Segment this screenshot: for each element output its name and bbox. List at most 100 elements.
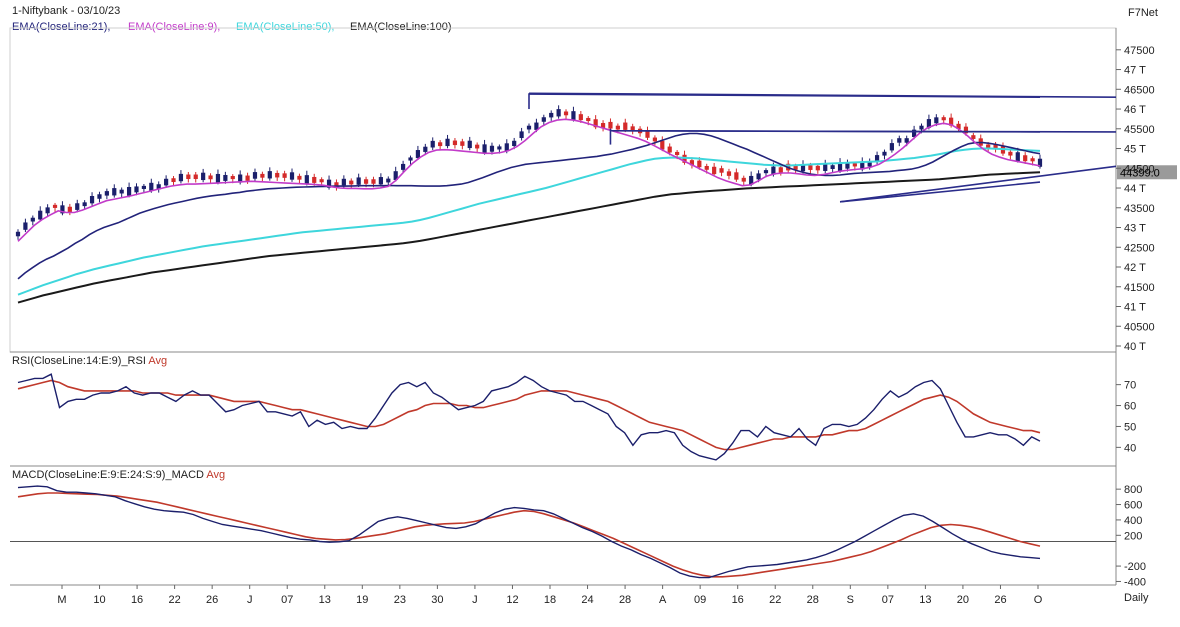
candle-body <box>897 138 902 143</box>
trendline <box>839 181 1041 203</box>
candle-body <box>238 174 243 183</box>
candle-body <box>326 179 332 188</box>
rsi-tick-label: 70 <box>1124 380 1136 392</box>
daily-label: Daily <box>1124 592 1149 604</box>
macd-title-avg: Avg <box>206 469 225 481</box>
candle-body <box>408 157 413 161</box>
candle-body <box>719 168 724 173</box>
candle-body <box>949 117 954 126</box>
candle-body <box>38 210 43 220</box>
candle-body <box>926 119 932 128</box>
candle-body <box>304 175 309 184</box>
candle-body <box>341 178 346 186</box>
x-tick-label: J <box>247 594 253 606</box>
ema9-line <box>17 118 1041 242</box>
candle-body <box>889 143 894 151</box>
brand-label: F7Net <box>1128 7 1158 19</box>
candle-body <box>645 130 650 138</box>
candle-body <box>482 144 487 154</box>
ema100-line <box>17 171 1041 304</box>
candle-body <box>504 143 509 152</box>
rsi-tick-label: 40 <box>1124 442 1136 454</box>
candle-body <box>652 137 657 142</box>
candle-body <box>823 163 828 171</box>
candle-body <box>793 165 798 170</box>
candle-body <box>808 165 813 170</box>
candle-body <box>223 174 228 181</box>
candle-body <box>874 155 880 162</box>
price-tick-label: 44500 <box>1124 163 1155 175</box>
x-tick-label: 20 <box>957 594 969 606</box>
legend-entry: EMA(CloseLine:21), <box>12 21 110 33</box>
candle-body <box>689 160 695 166</box>
candle-body <box>756 173 761 180</box>
price-tick-label: 46500 <box>1124 84 1155 96</box>
candle-body <box>919 125 924 130</box>
candle-body <box>445 138 450 147</box>
candle-body <box>104 191 109 196</box>
x-tick-label: 26 <box>994 594 1006 606</box>
candle-body <box>749 175 754 185</box>
candle-body <box>1008 151 1013 156</box>
candle-body <box>171 178 176 183</box>
chart-title: 1-Niftybank - 03/10/23 <box>12 5 120 17</box>
rsi-panel-content <box>17 373 1041 461</box>
macd-avg-line <box>17 492 1041 578</box>
candle-body <box>912 129 917 137</box>
last-price-badge <box>1117 165 1177 180</box>
candle-body <box>201 172 206 181</box>
legend-entry: EMA(CloseLine:9), <box>128 21 220 33</box>
last-price-label: 44399.0 <box>1120 167 1160 179</box>
candle-body <box>534 122 539 130</box>
candle-body <box>571 111 576 120</box>
candle-body <box>245 175 250 181</box>
candle-body <box>675 151 680 156</box>
candle-body <box>726 171 732 176</box>
candle-body <box>586 117 591 122</box>
candle-body <box>830 165 835 169</box>
x-tick-label: 07 <box>281 594 293 606</box>
candle-body <box>526 125 532 130</box>
legend-entry: EMA(CloseLine:50), <box>236 21 334 33</box>
macd-tick-label: 200 <box>1124 530 1142 542</box>
candle-body <box>963 126 969 134</box>
candle-body <box>860 161 865 170</box>
x-tick-label: 07 <box>882 594 894 606</box>
candle-body <box>986 144 991 150</box>
candle-body <box>282 173 287 178</box>
rsi-line <box>17 373 1041 461</box>
candle-body <box>512 140 517 147</box>
macd-line <box>17 485 1041 579</box>
rsi-title-main: RSI(CloseLine:14:E:9)_RSI <box>12 355 148 367</box>
candle-body <box>763 170 769 174</box>
candle-body <box>837 162 843 172</box>
candle-body <box>267 171 272 179</box>
price-tick-label: 46 T <box>1124 104 1146 116</box>
candle-body <box>1037 158 1043 167</box>
x-tick-label: 13 <box>919 594 931 606</box>
candle-body <box>67 206 72 212</box>
price-tick-label: 43 T <box>1124 223 1146 235</box>
candle-body <box>312 176 317 183</box>
candle-body <box>815 165 820 171</box>
candle-body <box>297 175 302 180</box>
candle-body <box>141 185 146 189</box>
candle-body <box>386 178 391 183</box>
candle-body <box>126 186 132 196</box>
x-tick-label: 26 <box>206 594 218 606</box>
candle-body <box>23 222 28 230</box>
x-tick-label: 23 <box>394 594 406 606</box>
candle-body <box>667 146 672 153</box>
candle-body <box>149 182 154 191</box>
candle-body <box>1030 158 1035 162</box>
candle-body <box>578 114 583 121</box>
candle-body <box>660 140 665 150</box>
macd-tick-label: 600 <box>1124 500 1142 512</box>
candle-body <box>600 123 606 129</box>
rsi-tick-label: 60 <box>1124 401 1136 413</box>
candle-body <box>697 160 702 168</box>
candle-body <box>356 177 361 185</box>
rsi-avg-line <box>17 379 1041 451</box>
candle-body <box>882 151 887 156</box>
